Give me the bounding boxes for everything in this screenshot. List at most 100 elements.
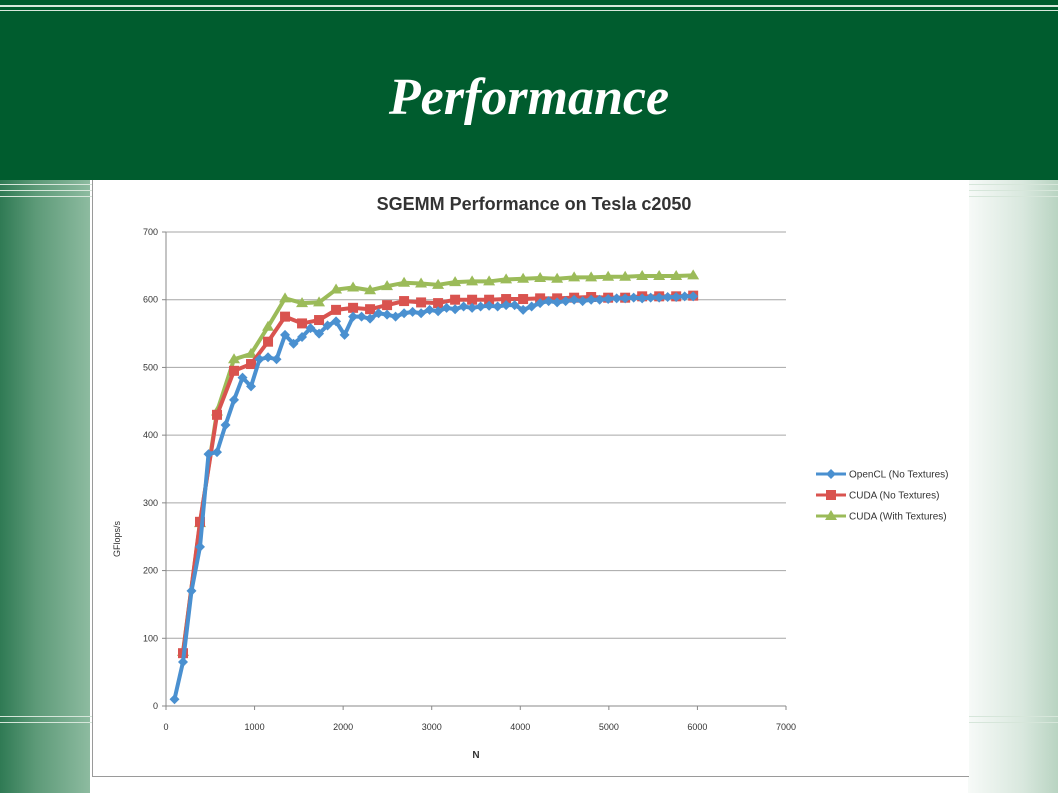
data-point xyxy=(288,338,299,349)
data-point xyxy=(169,694,180,705)
data-point xyxy=(475,301,486,312)
slide-header: Performance xyxy=(0,0,1058,180)
legend-marker-1 xyxy=(826,490,836,500)
data-point xyxy=(560,296,571,307)
data-point xyxy=(552,297,563,308)
data-point xyxy=(245,347,258,358)
legend-label-2: CUDA (With Textures) xyxy=(849,512,947,523)
data-point xyxy=(365,313,376,324)
y-tick-label: 100 xyxy=(143,633,158,643)
data-point xyxy=(407,306,418,317)
x-tick-label: 0 xyxy=(163,722,168,732)
legend-marker-0 xyxy=(826,469,836,479)
data-point xyxy=(339,329,350,340)
data-point xyxy=(611,293,622,304)
data-point xyxy=(568,271,581,282)
data-point xyxy=(662,292,673,303)
data-point xyxy=(365,304,376,315)
data-point xyxy=(246,359,257,370)
data-point xyxy=(373,308,384,319)
data-point xyxy=(416,297,427,308)
data-point xyxy=(229,394,240,405)
data-point xyxy=(518,304,529,315)
data-point xyxy=(390,311,401,322)
data-point xyxy=(195,541,206,552)
data-point xyxy=(356,311,367,322)
data-point xyxy=(543,296,554,307)
data-point xyxy=(424,304,435,315)
data-point xyxy=(203,449,214,460)
data-point xyxy=(526,301,537,312)
data-point xyxy=(645,292,656,303)
data-point xyxy=(670,270,683,281)
data-point xyxy=(347,281,360,292)
data-point xyxy=(229,365,240,376)
data-point xyxy=(382,309,393,320)
data-point xyxy=(322,320,333,331)
sgemm-chart: SGEMM Performance on Tesla c2050 0 100 200… xyxy=(112,194,949,761)
data-point xyxy=(381,280,394,291)
data-point xyxy=(484,294,495,305)
slide-title: Performance xyxy=(388,69,670,126)
data-point xyxy=(679,291,690,302)
data-point xyxy=(585,271,598,282)
data-point xyxy=(509,300,520,311)
data-point xyxy=(433,298,444,309)
data-point xyxy=(636,270,649,281)
data-point xyxy=(416,308,427,319)
data-point xyxy=(237,372,248,383)
data-point xyxy=(280,329,291,340)
data-point xyxy=(330,283,343,294)
data-point xyxy=(687,269,700,280)
data-point xyxy=(296,297,309,308)
data-point xyxy=(398,276,411,287)
data-point xyxy=(449,276,462,287)
data-point xyxy=(433,306,444,317)
data-point xyxy=(688,291,699,302)
y-tick-label: 400 xyxy=(143,430,158,440)
y-tick-label: 0 xyxy=(153,701,158,711)
data-point xyxy=(654,292,665,303)
data-point xyxy=(551,272,564,283)
data-point xyxy=(467,294,478,305)
x-tick-label: 2000 xyxy=(333,722,353,732)
right-gradient-panel xyxy=(968,180,1058,793)
data-point xyxy=(220,419,231,430)
data-point xyxy=(399,296,410,307)
series-line-1 xyxy=(181,293,694,654)
data-point xyxy=(314,328,325,339)
data-point xyxy=(441,302,452,313)
data-point xyxy=(195,516,206,527)
data-point xyxy=(500,273,513,284)
data-point xyxy=(297,318,308,329)
y-tick-label: 500 xyxy=(143,362,158,372)
data-point xyxy=(262,320,275,331)
data-point xyxy=(186,585,197,596)
data-point xyxy=(246,381,257,392)
header-top-rule xyxy=(0,5,1058,7)
data-point xyxy=(594,294,605,305)
data-point xyxy=(415,277,428,288)
data-point xyxy=(619,270,632,281)
data-point xyxy=(382,300,393,311)
data-point xyxy=(279,292,292,303)
data-point xyxy=(331,316,342,327)
data-point xyxy=(501,294,512,305)
x-tick-label: 1000 xyxy=(245,722,265,732)
x-tick-label: 3000 xyxy=(422,722,442,732)
data-point xyxy=(297,331,308,342)
data-point xyxy=(466,275,479,286)
data-point xyxy=(483,275,496,286)
data-point xyxy=(432,278,445,289)
data-point xyxy=(671,292,682,303)
data-point xyxy=(637,293,648,304)
data-point xyxy=(305,323,316,334)
data-point xyxy=(603,294,614,305)
data-point xyxy=(518,294,529,305)
x-tick-label: 4000 xyxy=(510,722,530,732)
data-point xyxy=(364,284,377,295)
data-point xyxy=(348,302,359,313)
data-point xyxy=(348,311,359,322)
y-tick-label: 300 xyxy=(143,498,158,508)
chart-frame: SGEMM Performance on Tesla c2050 0 100 200… xyxy=(92,180,969,777)
